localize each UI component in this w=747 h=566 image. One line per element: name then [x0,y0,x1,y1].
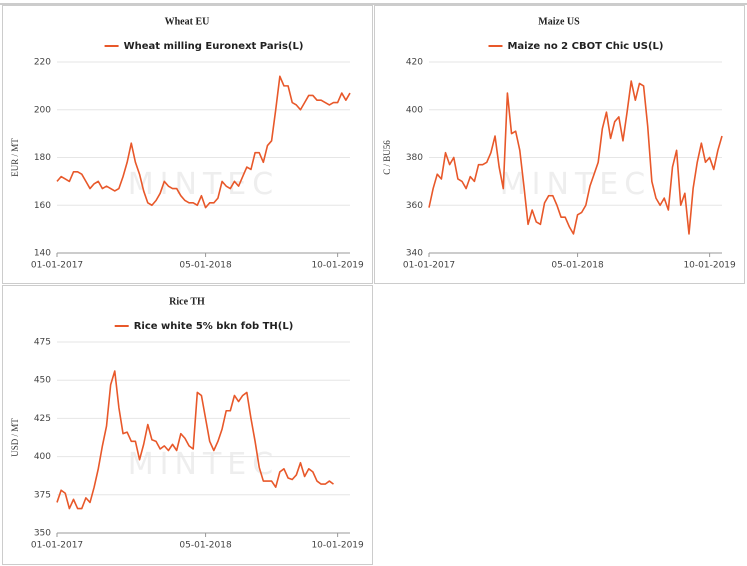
legend-label: Rice white 5% bkn fob TH(L) [134,321,294,332]
x-tick-label: 01-01-2017 [403,261,455,271]
y-tick-label: 340 [406,249,423,259]
x-tick-label: 05-01-2018 [551,261,604,271]
chart-title: Maize US [538,16,580,27]
x-tick-label: 05-01-2018 [179,541,232,551]
y-tick-label: 220 [34,58,51,68]
y-tick-label: 180 [34,153,51,163]
y-tick-label: 360 [406,201,423,211]
panel [374,5,745,284]
y-tick-label: 450 [34,376,51,386]
panel [2,285,373,565]
x-tick-label: 10-01-2019 [311,261,364,271]
x-tick-label: 01-01-2017 [31,541,83,551]
y-tick-label: 400 [34,452,51,462]
y-tick-label: 350 [34,529,51,539]
x-tick-label: 10-01-2019 [311,541,364,551]
y-tick-label: 375 [34,490,51,500]
x-tick-label: 01-01-2017 [31,261,83,271]
chart-title: Rice TH [169,296,205,307]
y-axis-label: EUR / MT [10,138,20,177]
x-tick-label: 10-01-2019 [683,261,736,271]
watermark: MINTEC [128,167,279,202]
y-tick-label: 425 [34,414,51,424]
legend-label: Maize no 2 CBOT Chic US(L) [507,41,663,52]
y-tick-label: 160 [34,201,51,211]
y-tick-label: 420 [406,58,423,68]
y-tick-label: 400 [406,105,423,115]
y-tick-label: 200 [34,105,51,115]
panel [2,5,373,284]
series-line [56,370,334,510]
chart-title: Wheat EU [165,16,210,27]
y-axis-label: C / BU56 [382,140,392,175]
y-tick-label: 475 [34,338,51,348]
x-tick-label: 05-01-2018 [179,261,232,271]
legend-label: Wheat milling Euronext Paris(L) [124,41,304,52]
series-line [56,75,351,209]
y-axis-label: USD / MT [10,418,20,457]
y-tick-label: 140 [34,249,51,259]
y-tick-label: 380 [406,153,423,163]
watermark: MINTEC [128,447,279,482]
series-line [428,80,723,235]
